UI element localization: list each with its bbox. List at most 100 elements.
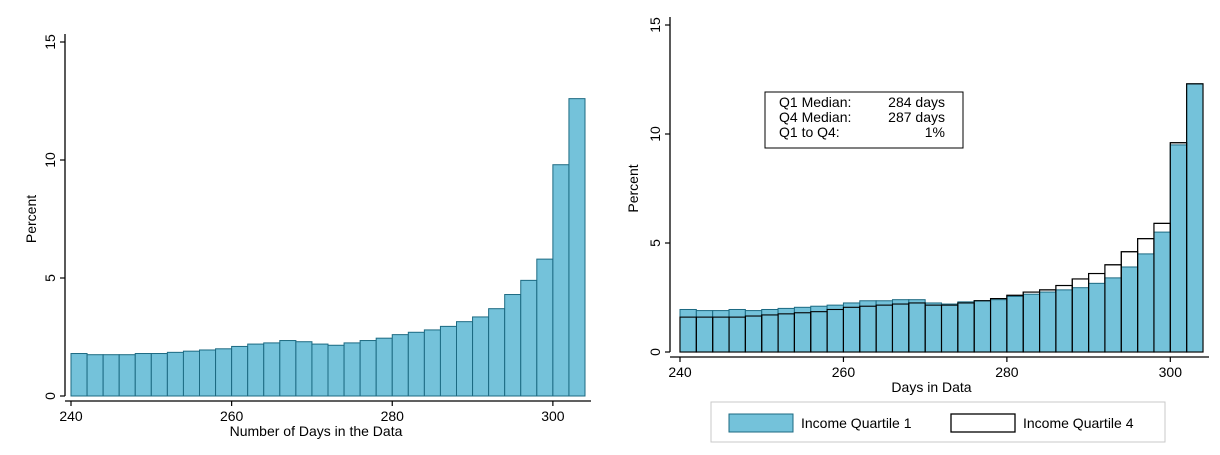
y-tick-label: 15 (647, 17, 663, 33)
bar-q1 (679, 308, 697, 353)
y-tick-label: 5 (647, 239, 663, 247)
annotation-value: 287 days (888, 109, 945, 125)
x-tick-label: 240 (59, 408, 83, 424)
bar (343, 342, 361, 397)
left-histogram: 0 5 10 15 240 260 280 300 Number of Days in the … (23, 34, 591, 439)
legend-swatch-q1 (728, 413, 794, 433)
bar (472, 316, 490, 397)
bar (504, 294, 522, 397)
bar-q1 (1169, 144, 1188, 353)
y-tick-label: 10 (42, 152, 58, 168)
bar-q1 (810, 305, 828, 353)
bar (439, 325, 457, 397)
bar (552, 164, 570, 397)
bar (199, 349, 217, 397)
bar-q1 (1153, 231, 1171, 353)
x-tick-label: 260 (220, 408, 244, 424)
bar (536, 258, 554, 397)
bar-q1 (777, 307, 795, 353)
bar-q1 (1120, 266, 1139, 353)
bar-q4 (1186, 83, 1204, 353)
bar-q1 (793, 306, 812, 353)
bar-q1 (744, 310, 763, 353)
bar-q1 (908, 299, 926, 353)
annotation-label: Q4 Median: (779, 109, 851, 125)
bar (166, 351, 184, 397)
y-tick-label: 0 (647, 348, 663, 356)
annotation-box: Q1 Median: 284 days Q4 Median: 287 days Q1 t… (764, 91, 964, 149)
bar (391, 334, 409, 397)
bar (423, 329, 441, 397)
right-histogram: 0 5 10 15 240 260 280 300 Days in Data Percent Q1 … (625, 17, 1209, 443)
bar-q1 (728, 308, 746, 353)
annotation-frame (764, 91, 964, 149)
y-axis-label: Percent (23, 195, 39, 243)
x-tick-label: 300 (541, 408, 565, 424)
annotation-label: Q1 to Q4: (779, 124, 840, 140)
annotation-value: 284 days (888, 94, 945, 110)
bar-q1 (941, 303, 959, 353)
x-tick-label: 280 (381, 408, 405, 424)
bar-q1 (842, 302, 861, 353)
bar (70, 353, 88, 397)
bar (488, 308, 506, 397)
bar-q1 (1088, 282, 1106, 353)
legend-swatch-q4 (950, 413, 1016, 433)
bar-q1 (957, 301, 975, 353)
bar (86, 354, 104, 397)
legend-label-q4: Income Quartile 4 (1023, 415, 1134, 431)
bar (359, 340, 377, 397)
bar (263, 342, 281, 397)
bar-q1 (1022, 293, 1041, 353)
y-tick-label: 15 (42, 34, 58, 50)
legend: Income Quartile 1 Income Quartile 4 (710, 401, 1166, 443)
bar-q1 (973, 300, 992, 353)
bar (295, 341, 313, 397)
x-axis-label: Days in Data (891, 379, 971, 395)
bar (456, 321, 474, 397)
bar-q1 (1137, 253, 1155, 353)
bar-q1 (990, 299, 1008, 353)
bar (118, 354, 136, 397)
x-tick-label: 260 (832, 364, 856, 380)
bar (407, 331, 425, 397)
bar (568, 98, 586, 397)
annotation-value: 1% (925, 124, 945, 140)
bar-q1 (891, 299, 910, 353)
bar-q1 (826, 304, 844, 353)
bar (182, 350, 200, 397)
y-tick-label: 10 (647, 126, 663, 142)
bar (327, 344, 345, 397)
bar-q1 (875, 300, 893, 353)
x-tick-label: 240 (668, 364, 692, 380)
bar (134, 353, 152, 397)
bar (520, 279, 538, 397)
bar-q1 (1006, 295, 1024, 353)
x-tick-label: 280 (995, 364, 1019, 380)
bar (279, 340, 297, 397)
bar-q1 (859, 300, 877, 353)
y-tick-label: 5 (42, 274, 58, 282)
bar (375, 337, 393, 397)
x-axis-label: Number of Days in the Data (230, 423, 403, 439)
bar (311, 343, 329, 397)
bar (215, 348, 233, 397)
bar-q1 (1104, 277, 1122, 353)
bar-q1 (924, 302, 942, 353)
bar-q1 (1039, 291, 1057, 353)
bar-q1 (761, 308, 779, 353)
annotation-label: Q1 Median: (779, 94, 851, 110)
bar-q1 (1186, 83, 1204, 353)
bar (231, 345, 249, 397)
y-axis-label: Percent (625, 164, 641, 212)
legend-label-q1: Income Quartile 1 (801, 415, 912, 431)
bar (102, 354, 120, 397)
bar (150, 353, 168, 397)
x-tick-label: 300 (1159, 364, 1183, 380)
bar (247, 343, 265, 397)
bar-q1 (1055, 289, 1073, 353)
bar-q1 (1071, 287, 1090, 353)
y-tick-label: 0 (42, 392, 58, 400)
